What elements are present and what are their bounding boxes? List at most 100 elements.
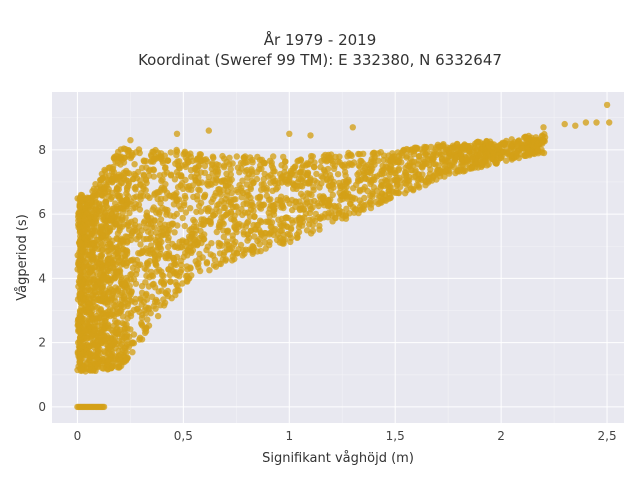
data-point bbox=[204, 208, 211, 215]
data-point bbox=[385, 195, 393, 202]
data-point bbox=[188, 272, 195, 279]
data-point bbox=[245, 171, 252, 178]
data-point bbox=[101, 189, 109, 196]
data-point bbox=[223, 170, 230, 177]
data-point bbox=[90, 291, 97, 298]
data-point bbox=[146, 235, 153, 243]
data-point bbox=[200, 236, 207, 243]
data-point bbox=[164, 287, 171, 295]
data-point bbox=[221, 199, 228, 207]
data-point bbox=[224, 227, 232, 234]
data-point bbox=[375, 150, 382, 157]
data-point bbox=[293, 231, 301, 238]
data-point bbox=[125, 219, 133, 226]
data-point bbox=[309, 227, 317, 234]
data-point bbox=[194, 261, 201, 268]
data-point bbox=[98, 252, 105, 260]
data-point bbox=[282, 195, 290, 202]
data-point bbox=[87, 207, 95, 214]
data-point bbox=[430, 160, 437, 167]
data-point bbox=[135, 168, 142, 176]
data-point bbox=[230, 196, 238, 203]
data-point bbox=[227, 166, 234, 173]
data-point bbox=[254, 153, 261, 161]
data-point bbox=[295, 157, 302, 164]
data-point bbox=[153, 261, 160, 269]
data-point bbox=[147, 230, 155, 237]
data-point bbox=[80, 295, 87, 302]
data-point bbox=[95, 207, 103, 215]
data-point bbox=[253, 169, 261, 176]
data-point bbox=[361, 183, 368, 191]
data-point bbox=[150, 173, 157, 180]
data-point bbox=[204, 243, 211, 250]
data-point bbox=[311, 164, 318, 171]
data-point bbox=[210, 176, 217, 183]
data-point bbox=[386, 171, 393, 179]
data-point bbox=[102, 173, 109, 180]
data-point bbox=[163, 250, 170, 258]
data-point bbox=[297, 190, 305, 197]
data-point bbox=[118, 153, 125, 160]
data-point bbox=[171, 176, 179, 183]
data-point bbox=[111, 275, 119, 282]
data-point bbox=[108, 364, 115, 372]
data-point bbox=[123, 321, 130, 328]
data-point bbox=[324, 165, 332, 173]
data-point bbox=[109, 205, 116, 212]
data-point bbox=[529, 142, 537, 149]
outlier-point bbox=[349, 124, 356, 131]
data-point bbox=[175, 202, 183, 209]
data-point bbox=[123, 274, 130, 282]
data-point bbox=[282, 214, 289, 221]
data-point bbox=[496, 141, 504, 149]
x-axis-ticks: 0 0,5 1 1,5 2 2,5 bbox=[74, 429, 617, 443]
data-point bbox=[334, 171, 342, 178]
data-point bbox=[134, 228, 141, 235]
data-point bbox=[261, 233, 268, 241]
data-point bbox=[318, 180, 325, 187]
data-point bbox=[356, 197, 363, 204]
data-point bbox=[281, 164, 288, 171]
data-point bbox=[97, 338, 105, 345]
data-point bbox=[124, 169, 131, 177]
data-point bbox=[181, 150, 189, 157]
data-point bbox=[150, 155, 158, 162]
data-point bbox=[380, 170, 388, 177]
data-point bbox=[430, 148, 438, 156]
data-point bbox=[311, 217, 319, 225]
data-point bbox=[277, 197, 284, 205]
data-point bbox=[89, 239, 97, 246]
data-point bbox=[174, 197, 181, 204]
data-point bbox=[257, 217, 264, 224]
data-point bbox=[291, 171, 299, 179]
data-point bbox=[379, 181, 386, 189]
data-point bbox=[200, 216, 207, 223]
data-point bbox=[76, 249, 83, 256]
data-point bbox=[401, 147, 408, 154]
data-point bbox=[290, 181, 297, 188]
data-point bbox=[201, 191, 209, 198]
data-point bbox=[137, 241, 144, 248]
data-point bbox=[206, 267, 213, 274]
data-point bbox=[122, 299, 129, 306]
y-tick-label: 0 bbox=[38, 400, 46, 414]
data-point bbox=[104, 358, 111, 365]
data-point bbox=[270, 153, 277, 160]
chart-title-line1: År 1979 - 2019 bbox=[263, 31, 377, 49]
outlier-point bbox=[286, 130, 293, 137]
data-point bbox=[357, 157, 364, 165]
data-point bbox=[250, 207, 257, 215]
data-point bbox=[114, 192, 122, 199]
data-point bbox=[75, 239, 83, 247]
data-point bbox=[260, 176, 267, 183]
data-point bbox=[182, 209, 190, 216]
data-point bbox=[500, 148, 507, 155]
data-point bbox=[187, 205, 194, 212]
data-point bbox=[137, 193, 144, 200]
data-point bbox=[99, 241, 106, 248]
data-point bbox=[354, 171, 361, 178]
data-point bbox=[182, 194, 189, 202]
data-point bbox=[253, 175, 261, 183]
data-point bbox=[443, 146, 450, 153]
